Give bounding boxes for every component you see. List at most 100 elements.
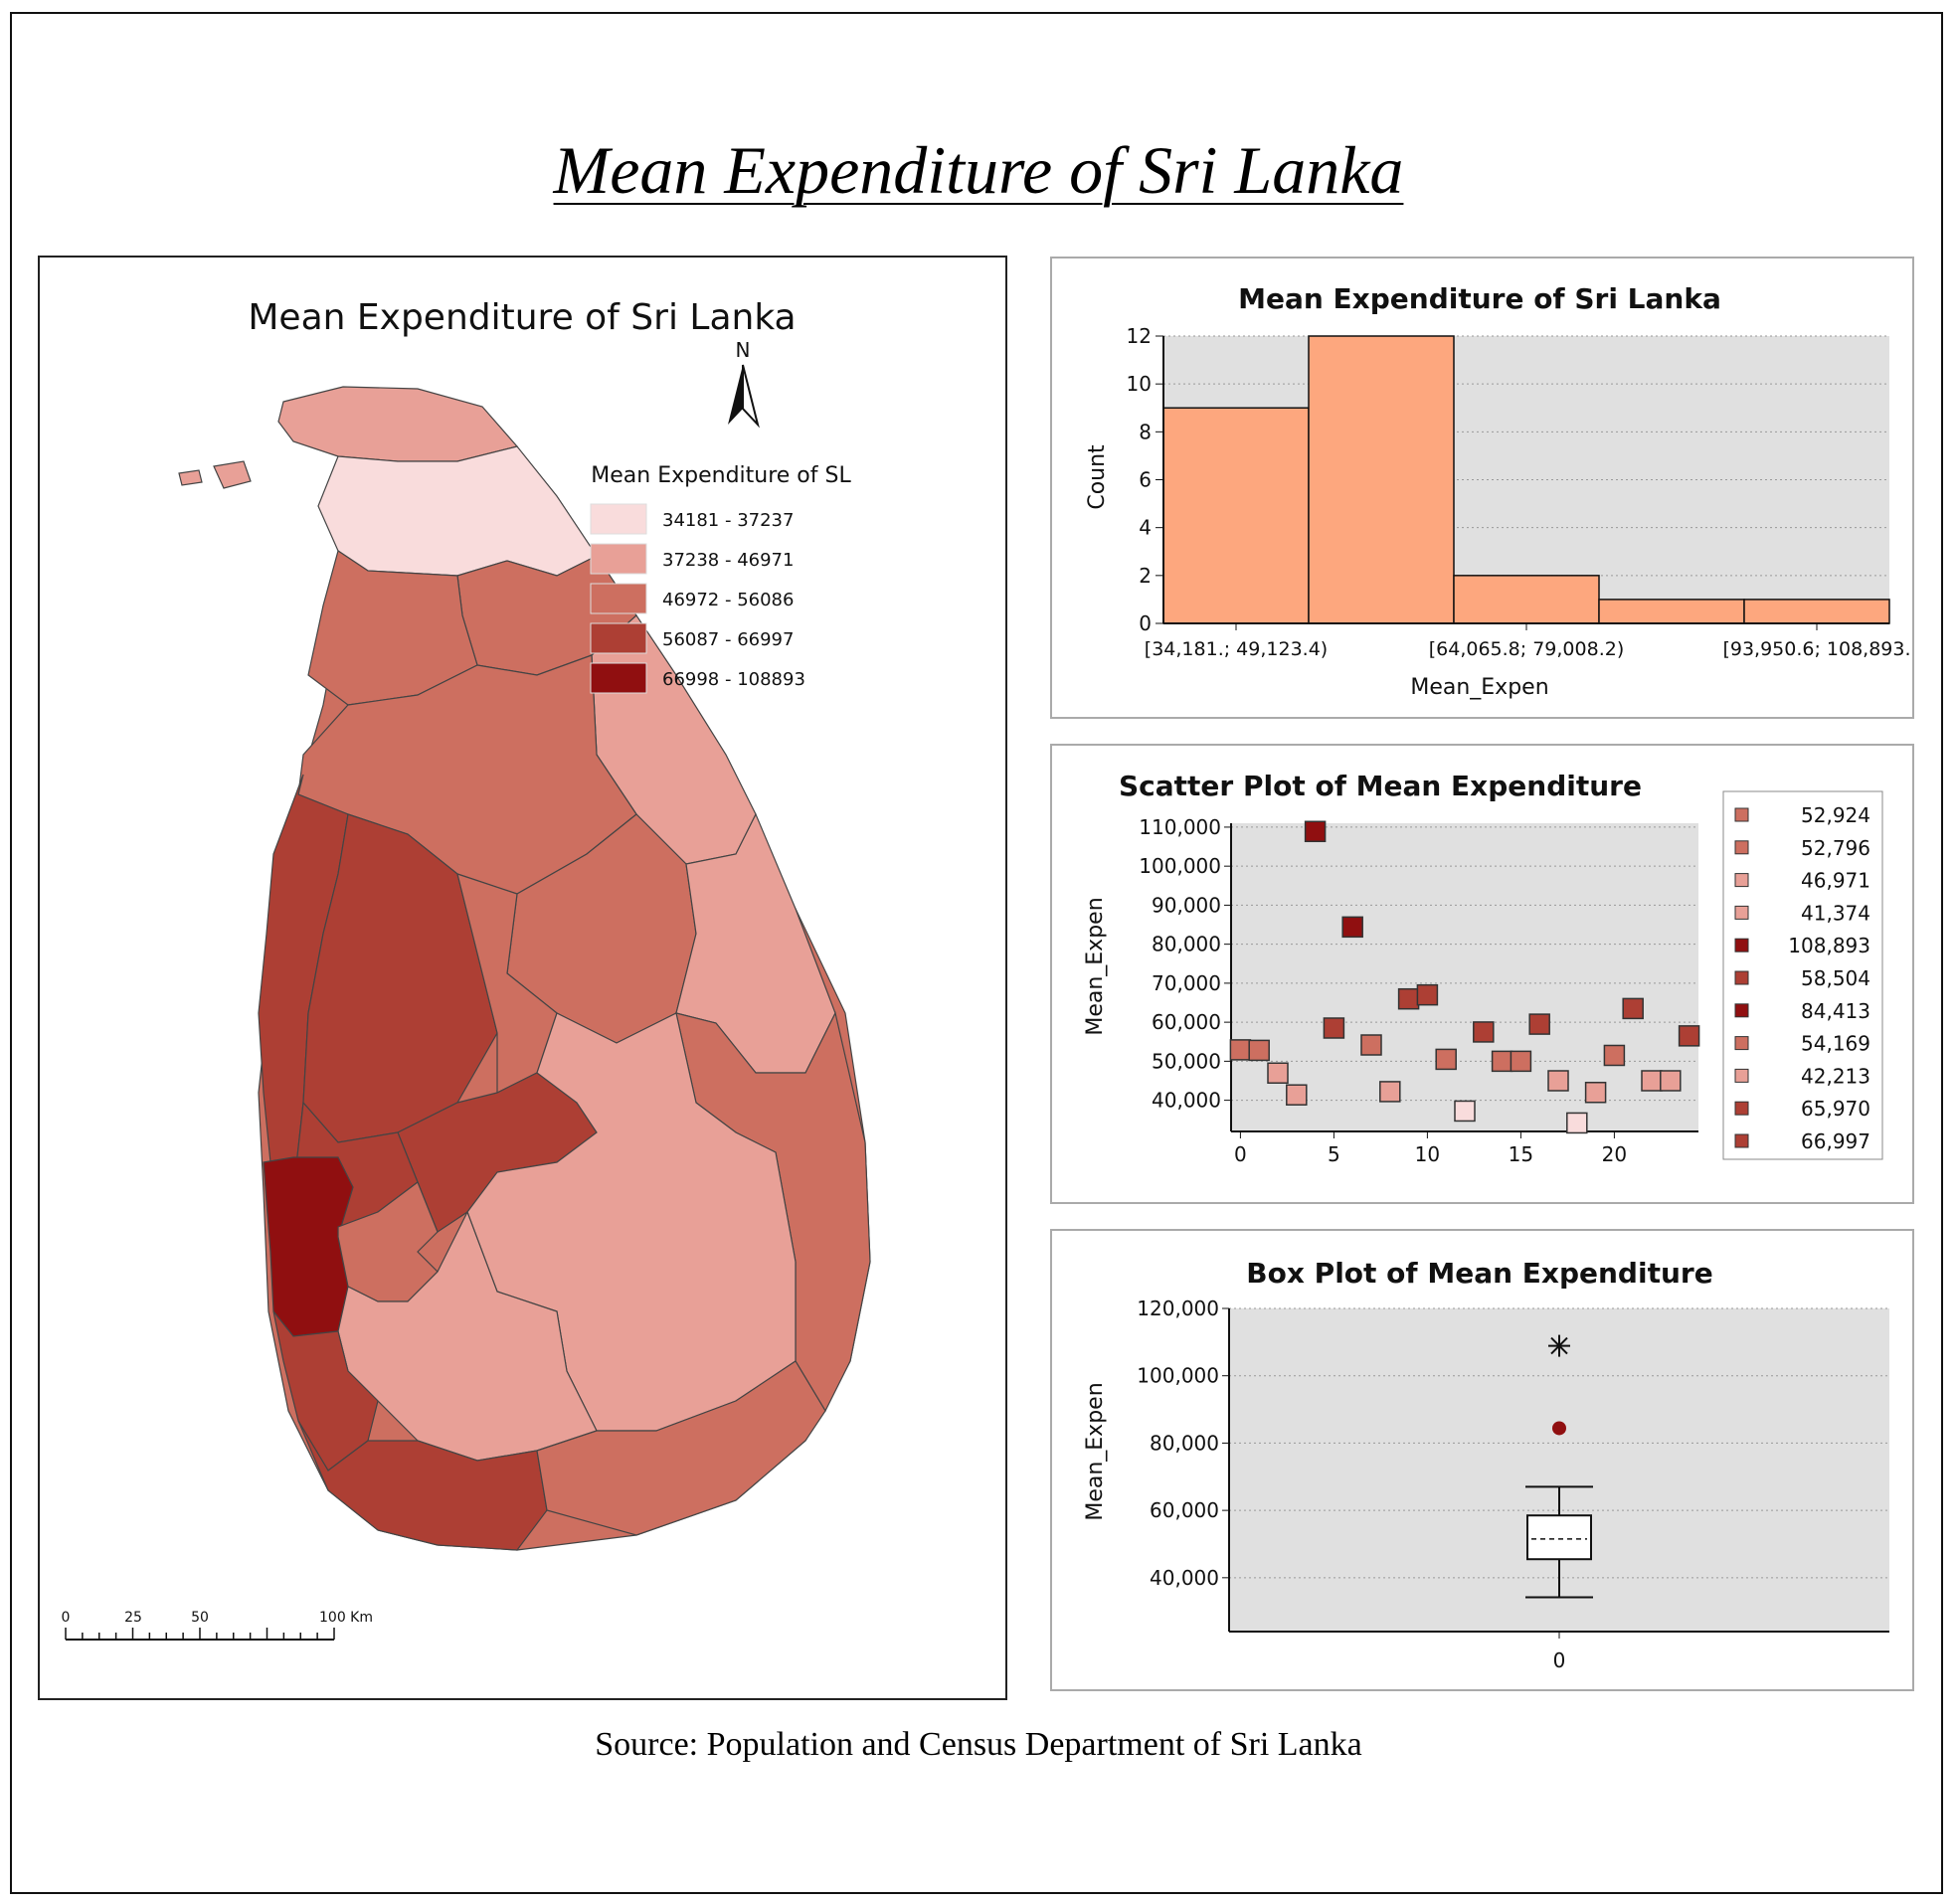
scatter-point-10 [1416, 983, 1439, 1006]
scatter-legend-label-7: 54,169 [1801, 1032, 1870, 1056]
scatter-ytick-label: 80,000 [1152, 933, 1221, 956]
histogram-bar-2 [1453, 575, 1600, 624]
scatter-legend-swatch-9 [1734, 1101, 1749, 1116]
north-label: N [736, 338, 751, 362]
histogram-xtick-label: [34,181.; 49,123.4) [1145, 638, 1328, 660]
boxplot-svg: Box Plot of Mean Expenditure Mean_Expen … [1083, 1257, 1889, 1672]
histogram-ylabel: Count [1085, 444, 1110, 510]
scatter-point-7 [1360, 1034, 1382, 1056]
scatter-plot-area [1231, 823, 1698, 1131]
scatter-legend-label-9: 65,970 [1801, 1097, 1870, 1121]
scatter-legend [1722, 790, 1883, 1160]
scatter-xtick-label: 10 [1415, 1142, 1440, 1166]
scatter-xtick-label: 15 [1509, 1142, 1533, 1166]
scatter-point-12 [1454, 1100, 1476, 1123]
scatter-svg: Scatter Plot of Mean Expenditure Mean_Ex… [1083, 770, 1883, 1166]
scatter-legend-swatch-4 [1734, 938, 1749, 952]
boxplot-ytick-label: 120,000 [1137, 1297, 1219, 1320]
scatter-legend-swatch-7 [1734, 1036, 1749, 1051]
boxplot-panel: Box Plot of Mean Expenditure Mean_Expen … [1050, 1229, 1914, 1691]
legend-swatch-1 [590, 543, 647, 575]
boxplot-ytick-label: 60,000 [1150, 1498, 1219, 1522]
legend-label-2: 46972 - 56086 [662, 590, 794, 610]
legend-label-0: 34181 - 37237 [662, 510, 794, 531]
histogram-ytick-label: 8 [1139, 420, 1152, 443]
scatter-legend-label-0: 52,924 [1801, 803, 1870, 827]
scale-label-50: 50 [191, 1610, 209, 1626]
scatter-legend-label-1: 52,796 [1801, 836, 1870, 860]
scatter-legend-label-5: 58,504 [1801, 966, 1870, 990]
map-panel: Mean Expenditure of Sri Lanka N [38, 256, 1007, 1700]
boxplot-ytick-label: 80,000 [1150, 1431, 1219, 1455]
scatter-point-11 [1435, 1048, 1457, 1071]
histogram-xlabel: Mean_Expen [1410, 675, 1548, 700]
scatter-legend-swatch-10 [1734, 1133, 1749, 1148]
scatter-point-16 [1528, 1013, 1550, 1035]
scatter-legend-swatch-8 [1734, 1068, 1749, 1083]
scatter-panel: Scatter Plot of Mean Expenditure Mean_Ex… [1050, 744, 1914, 1204]
legend-label-3: 56087 - 66997 [662, 629, 794, 650]
boxplot-extreme-icon [1548, 1334, 1570, 1357]
scatter-title: Scatter Plot of Mean Expenditure [1119, 770, 1642, 802]
scatter-legend-label-6: 84,413 [1801, 999, 1870, 1023]
scatter-xtick-label: 5 [1328, 1142, 1340, 1166]
histogram-title: Mean Expenditure of Sri Lanka [1238, 282, 1721, 315]
north-arrow-icon: N [728, 338, 760, 429]
sri-lanka-districts [178, 386, 871, 1551]
legend-swatch-0 [590, 503, 647, 535]
scatter-point-17 [1547, 1070, 1569, 1092]
scatter-point-15 [1510, 1050, 1532, 1073]
scale-label-25: 25 [124, 1610, 142, 1626]
histogram-ytick-label: 4 [1139, 516, 1152, 540]
scale-label-100: 100 Km [319, 1610, 373, 1626]
scatter-ytick-label: 70,000 [1152, 971, 1221, 995]
legend-swatch-3 [590, 622, 647, 654]
district-kilinochchi [317, 445, 598, 577]
histogram-xtick-label: [64,065.8; 79,008.2) [1429, 638, 1625, 660]
scatter-point-8 [1379, 1081, 1401, 1103]
page-title: Mean Expenditure of Sri Lanka [553, 132, 1404, 208]
scatter-ytick-label: 90,000 [1152, 893, 1221, 917]
scatter-ytick-label: 50,000 [1152, 1049, 1221, 1073]
histogram-ytick-label: 6 [1139, 468, 1152, 492]
scatter-point-21 [1622, 997, 1644, 1020]
scatter-xtick-label: 0 [1234, 1142, 1247, 1166]
source-note: Source: Population and Census Department… [595, 1726, 1362, 1763]
scatter-legend-swatch-1 [1734, 840, 1749, 855]
scatter-point-22 [1641, 1070, 1663, 1092]
boxplot-xtick-label: 0 [1553, 1648, 1566, 1672]
histogram-bar-1 [1308, 335, 1455, 624]
boxplot-box [1526, 1514, 1592, 1561]
district-ratnapura [337, 1210, 598, 1462]
boxplot-title: Box Plot of Mean Expenditure [1246, 1257, 1712, 1290]
district-islands-2 [178, 469, 203, 486]
district-islands [213, 460, 252, 489]
scatter-point-14 [1491, 1050, 1513, 1073]
district-hambantota [536, 1360, 826, 1536]
legend-swatch-2 [590, 583, 647, 614]
scatter-ytick-label: 60,000 [1152, 1010, 1221, 1034]
scale-label-0: 0 [62, 1610, 71, 1626]
district-kalutara [272, 1310, 379, 1471]
asterisk-stroke [1550, 1336, 1568, 1355]
map-legend-title: Mean Expenditure of SL [591, 463, 851, 488]
scatter-point-2 [1267, 1062, 1289, 1085]
histogram-ytick-label: 12 [1127, 324, 1152, 348]
scatter-point-23 [1660, 1070, 1682, 1092]
scatter-legend-swatch-5 [1734, 970, 1749, 985]
boxplot-ylabel: Mean_Expen [1083, 1382, 1108, 1520]
scatter-point-13 [1473, 1021, 1495, 1043]
scatter-point-9 [1397, 987, 1420, 1010]
scatter-legend-swatch-6 [1734, 1003, 1749, 1018]
scatter-legend-label-8: 42,213 [1801, 1064, 1870, 1088]
scatter-legend-label-3: 41,374 [1801, 901, 1870, 925]
legend-label-1: 37238 - 46971 [662, 550, 794, 571]
scatter-point-3 [1286, 1084, 1308, 1106]
histogram-bar-0 [1162, 407, 1310, 624]
scatter-point-5 [1323, 1017, 1345, 1039]
histogram-panel: Mean Expenditure of Sri Lanka Mean_Expen… [1050, 257, 1914, 719]
scatter-point-24 [1678, 1025, 1700, 1047]
scatter-legend-label-2: 46,971 [1801, 869, 1870, 893]
scatter-legend-swatch-0 [1734, 807, 1749, 822]
scatter-point-0 [1229, 1039, 1252, 1061]
